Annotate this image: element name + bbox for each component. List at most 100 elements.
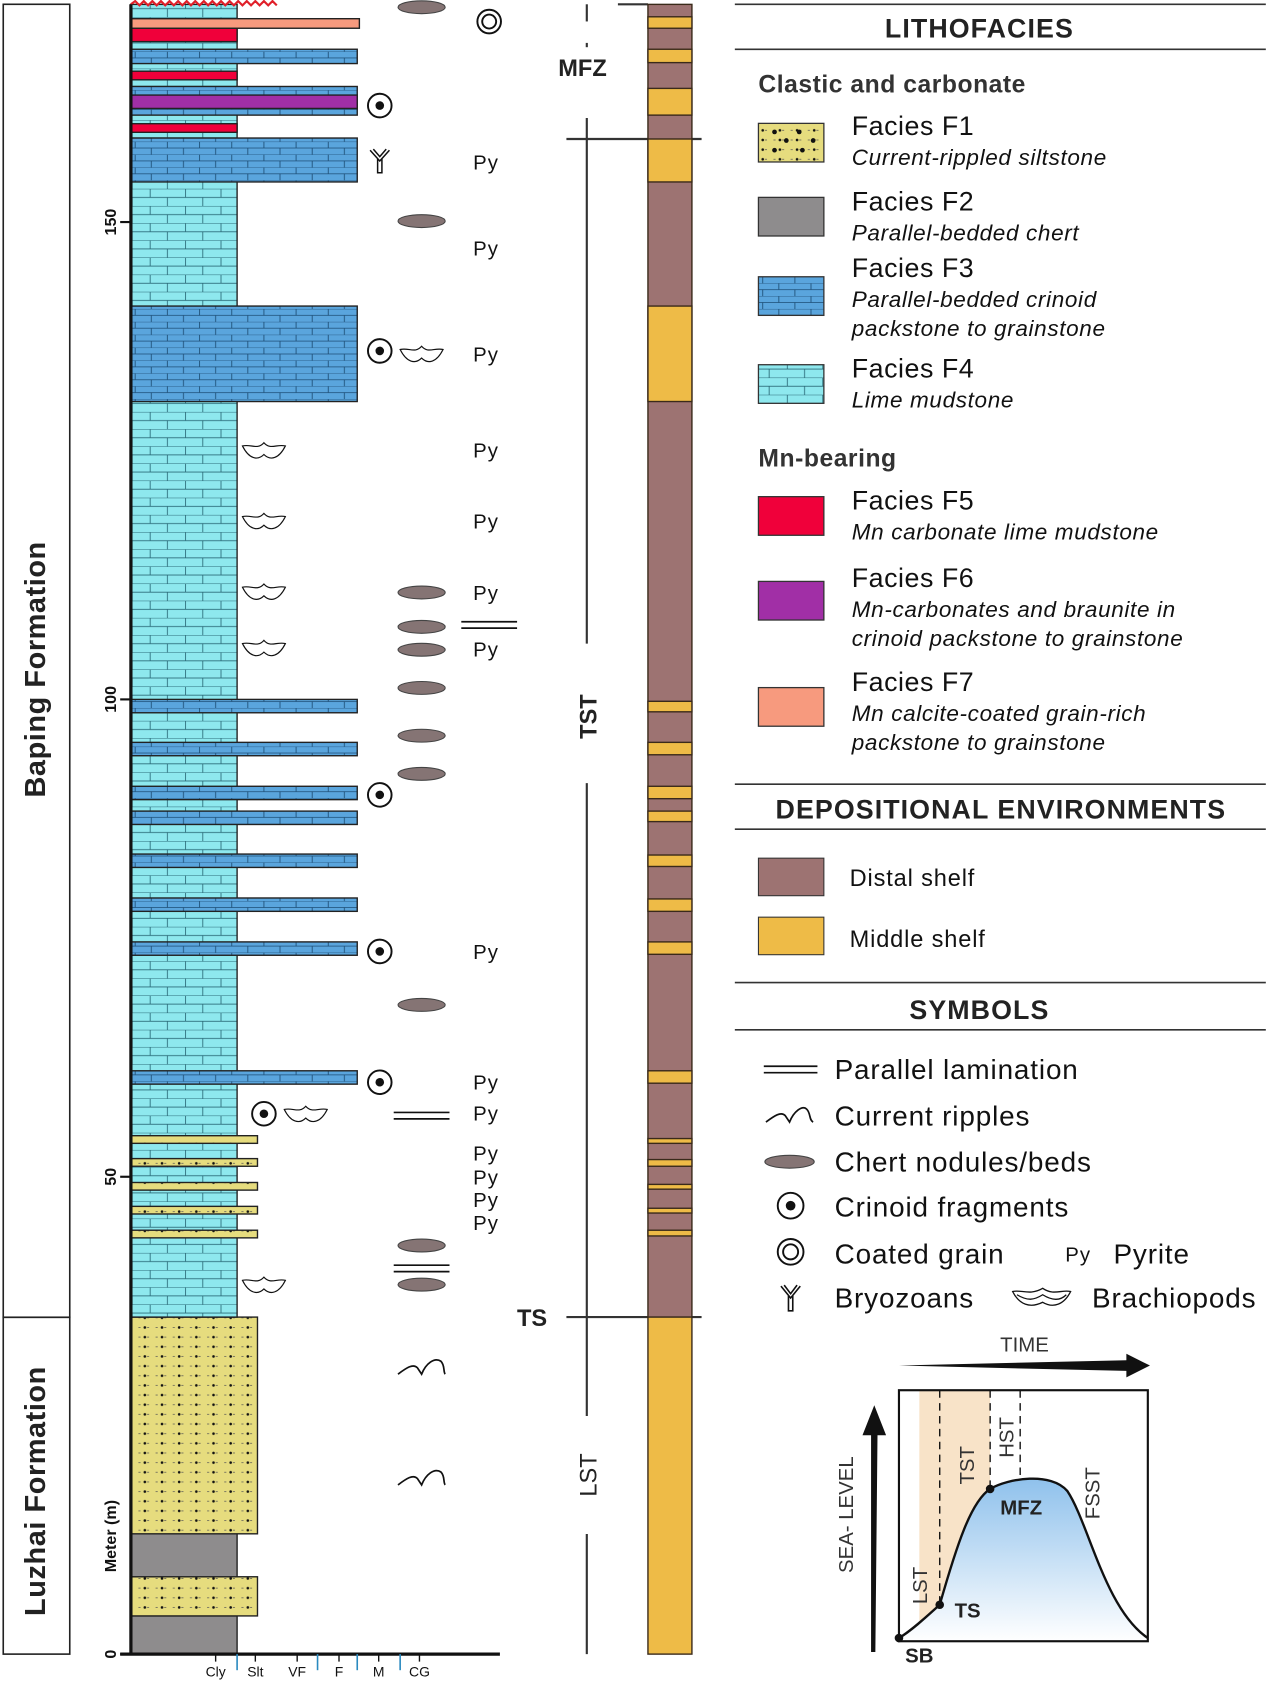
pyrite-abbr: Py [1065,1245,1091,1267]
sea-level-curve-fill [898,1478,1148,1642]
facies-swatch-F5 [757,496,825,536]
bed-F1 [130,1229,259,1239]
bed-F3 [130,305,358,403]
middle-shelf-interval [647,854,693,868]
lamination-label: Parallel lamination [835,1054,1079,1085]
path [369,148,390,174]
facies-desc-F6: Mn-carbonates and braunite in [852,597,1176,622]
brachiopod-label: Brachiopods [1092,1283,1256,1314]
middle-shelf-interval [647,138,693,183]
chert-nodule-icon [397,1277,446,1292]
facies-swatch-F3 [757,276,825,317]
brachiopod-icon [1011,1287,1072,1306]
middle-shelf-interval [647,785,693,800]
middle-shelf-interval [647,1070,693,1084]
pyrite-label: Py [473,344,499,366]
depth-axis: 0 50 100 150 Meter (m) Cly Slt VF F M CG [102,4,500,1680]
systems-tract-dividers [939,1390,1021,1605]
pyrite-label: Pyrite [1113,1239,1189,1270]
bed-F1 [130,1576,259,1617]
formation-label-luzhai: Luzhai Formation [20,1366,52,1616]
crinoid-icon [367,338,393,364]
bed-F3 [130,941,358,956]
facies-desc-F5: Mn carbonate lime mudstone [852,520,1159,545]
pyrite-label: Py [473,152,499,174]
ripple-icon [765,1107,814,1124]
brachiopod-icon [241,441,287,459]
ripple-icon [397,1359,446,1376]
middle-shelf-label: Middle shelf [850,926,986,952]
facies-title-F4: Facies F4 [852,354,974,384]
dot [375,346,385,356]
facies-desc-F2: Parallel-bedded chert [852,220,1081,245]
dot [800,147,805,153]
path [241,583,287,600]
path [241,639,287,657]
facies-desc-F7: Mn calcite-coated grain-rich [852,701,1147,726]
bed-F3 [130,137,358,183]
environments-title: DEPOSITIONAL ENVIRONMENTS [776,794,1227,824]
middle-shelf-interval [647,1207,693,1214]
chert-nodule-icon [397,619,446,634]
bed-F3 [130,785,358,801]
bed-F3 [130,741,358,757]
chert-nodule-icon [397,680,446,695]
bed-F4 [130,3,238,1318]
middle-shelf-interval [647,305,693,403]
dot [375,1077,385,1087]
distal-shelf-swatch [757,857,825,897]
facies-title-F7: Facies F7 [852,667,974,697]
facies-swatch-F7 [757,686,825,727]
pyrite-label: Py [473,1143,499,1165]
brachiopod-icon [399,345,444,363]
bed-F7 [130,17,361,29]
grain-size-axis: Cly Slt VF F M CG [206,1654,430,1680]
diagram-hst-label: HST [997,1417,1019,1458]
crinoid-icon [367,782,393,808]
dot [259,1109,269,1119]
lst-label: LST [575,1453,601,1496]
path [397,1359,446,1376]
facies-swatch-F2 [757,196,825,237]
legend-lithofacies: LITHOFACIES Clastic and carbonate Mn-bea… [734,3,1266,755]
tst-label: TST [575,694,601,739]
bed-F3 [130,48,358,65]
chert-label: Chert nodules/beds [835,1146,1092,1177]
bed-F3 [130,1070,358,1085]
middle-shelf-swatch [757,916,825,956]
grain-size-label: M [373,1664,385,1680]
facies-desc-F4: Lime mudstone [852,388,1014,413]
chert-nodule-icon [397,642,446,657]
distal-shelf-label: Distal shelf [850,865,976,891]
facies-desc-F1: Current-rippled siltstone [852,145,1107,170]
bed-F2 [130,1533,238,1578]
lamination-icon [461,620,518,630]
middle-shelf-interval [647,1137,693,1145]
middle-shelf-interval [647,700,693,713]
middle-shelf-interval [647,48,693,64]
facies-desc-F6: crinoid packstone to grainstone [852,626,1184,651]
brachiopod-icon [283,1105,329,1123]
grain-size-label: Slt [247,1664,263,1680]
ripple-label: Current ripples [835,1100,1031,1131]
brachiopod-icon [241,583,287,600]
path [241,1276,287,1294]
pyrite-label: Py [473,1190,499,1212]
sea-level-diagram: TIME SEA- LEVEL LST TST HST FSST MFZ TS … [836,1335,1150,1668]
brachiopod-icon [241,639,287,657]
bed-F1 [130,1181,259,1191]
crinoid-icon [251,1100,277,1127]
facies-title-F6: Facies F6 [852,563,974,593]
bed-F3 [130,810,358,826]
depth-ticks: 0 50 100 150 [102,209,131,1659]
dot [796,129,802,135]
time-arrow-icon [898,1353,1150,1378]
legend-symbols: SYMBOLS Parallel lamination Current ripp… [734,981,1266,1314]
facies-title-F5: Facies F5 [852,486,974,516]
diagram-lst-label: LST [910,1567,932,1604]
depth-axis-label: Meter (m) [102,1500,120,1572]
chert-nodule-icon [397,585,446,600]
dot [772,129,777,135]
circle [476,8,502,35]
bed-F1 [130,1205,259,1215]
